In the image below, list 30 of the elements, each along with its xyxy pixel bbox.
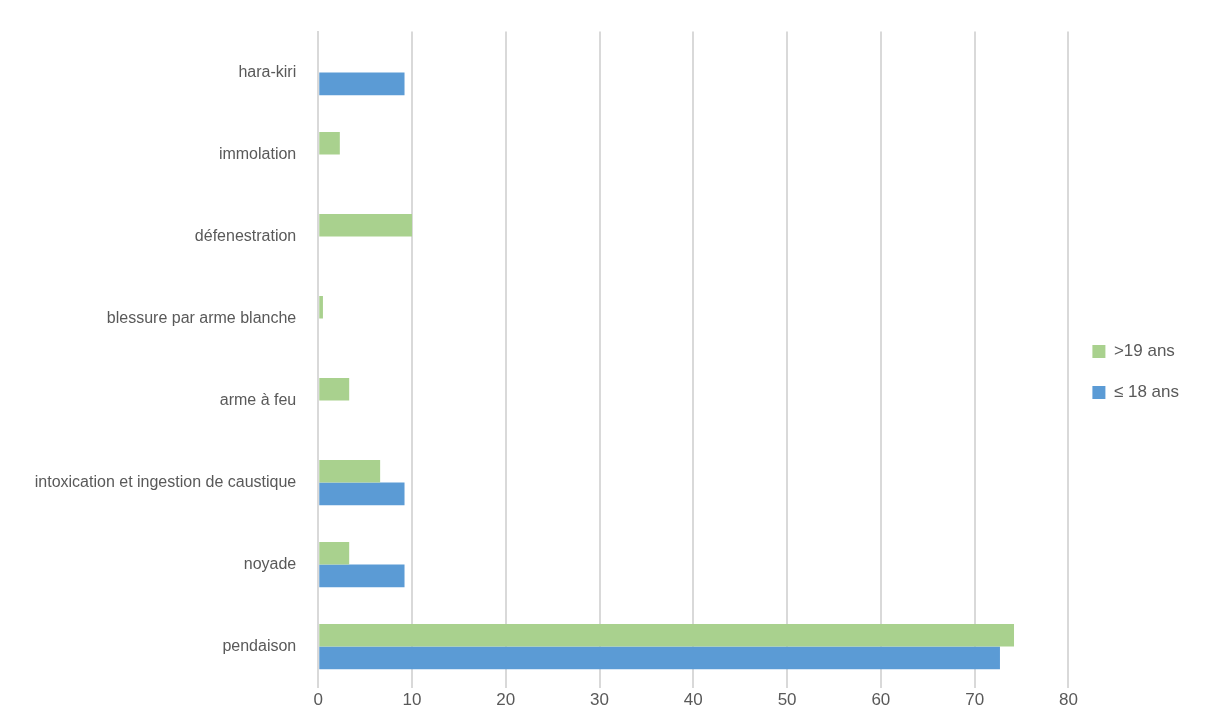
bar: [319, 482, 405, 506]
x-tick-label: 80: [1058, 690, 1078, 710]
x-tick-label: 70: [965, 690, 985, 710]
bar: [319, 624, 1015, 647]
bar: [319, 72, 405, 96]
x-tick-label: 40: [683, 690, 703, 710]
x-tick-label: 50: [777, 690, 797, 710]
x-tick-label: 0: [313, 690, 323, 710]
x-tick-label: 30: [590, 690, 610, 710]
bar: [319, 378, 350, 401]
bar: [319, 296, 323, 319]
y-tick-label: blessure par arme blanche: [106, 309, 297, 327]
y-tick-label: noyade: [243, 555, 297, 573]
y-tick-label: immolation: [218, 145, 297, 163]
y-tick-label: défenestration: [194, 227, 297, 245]
y-tick-label: hara-kiri: [238, 63, 297, 81]
y-tick-label: pendaison: [222, 637, 297, 655]
bar: [319, 564, 405, 588]
y-tick-label: intoxication et ingestion de caustique: [34, 473, 297, 491]
legend-label: ≤ 18 ans: [1113, 382, 1180, 402]
bar: [319, 460, 381, 483]
bar: [319, 646, 1000, 670]
bar: [319, 542, 350, 565]
bar: [319, 214, 413, 237]
y-tick-label: arme à feu: [219, 391, 297, 409]
legend-label: >19 ans: [1113, 341, 1175, 361]
x-tick-label: 10: [402, 690, 422, 710]
x-tick-label: 20: [496, 690, 516, 710]
x-tick-label: 60: [871, 690, 891, 710]
bar: [319, 132, 340, 155]
